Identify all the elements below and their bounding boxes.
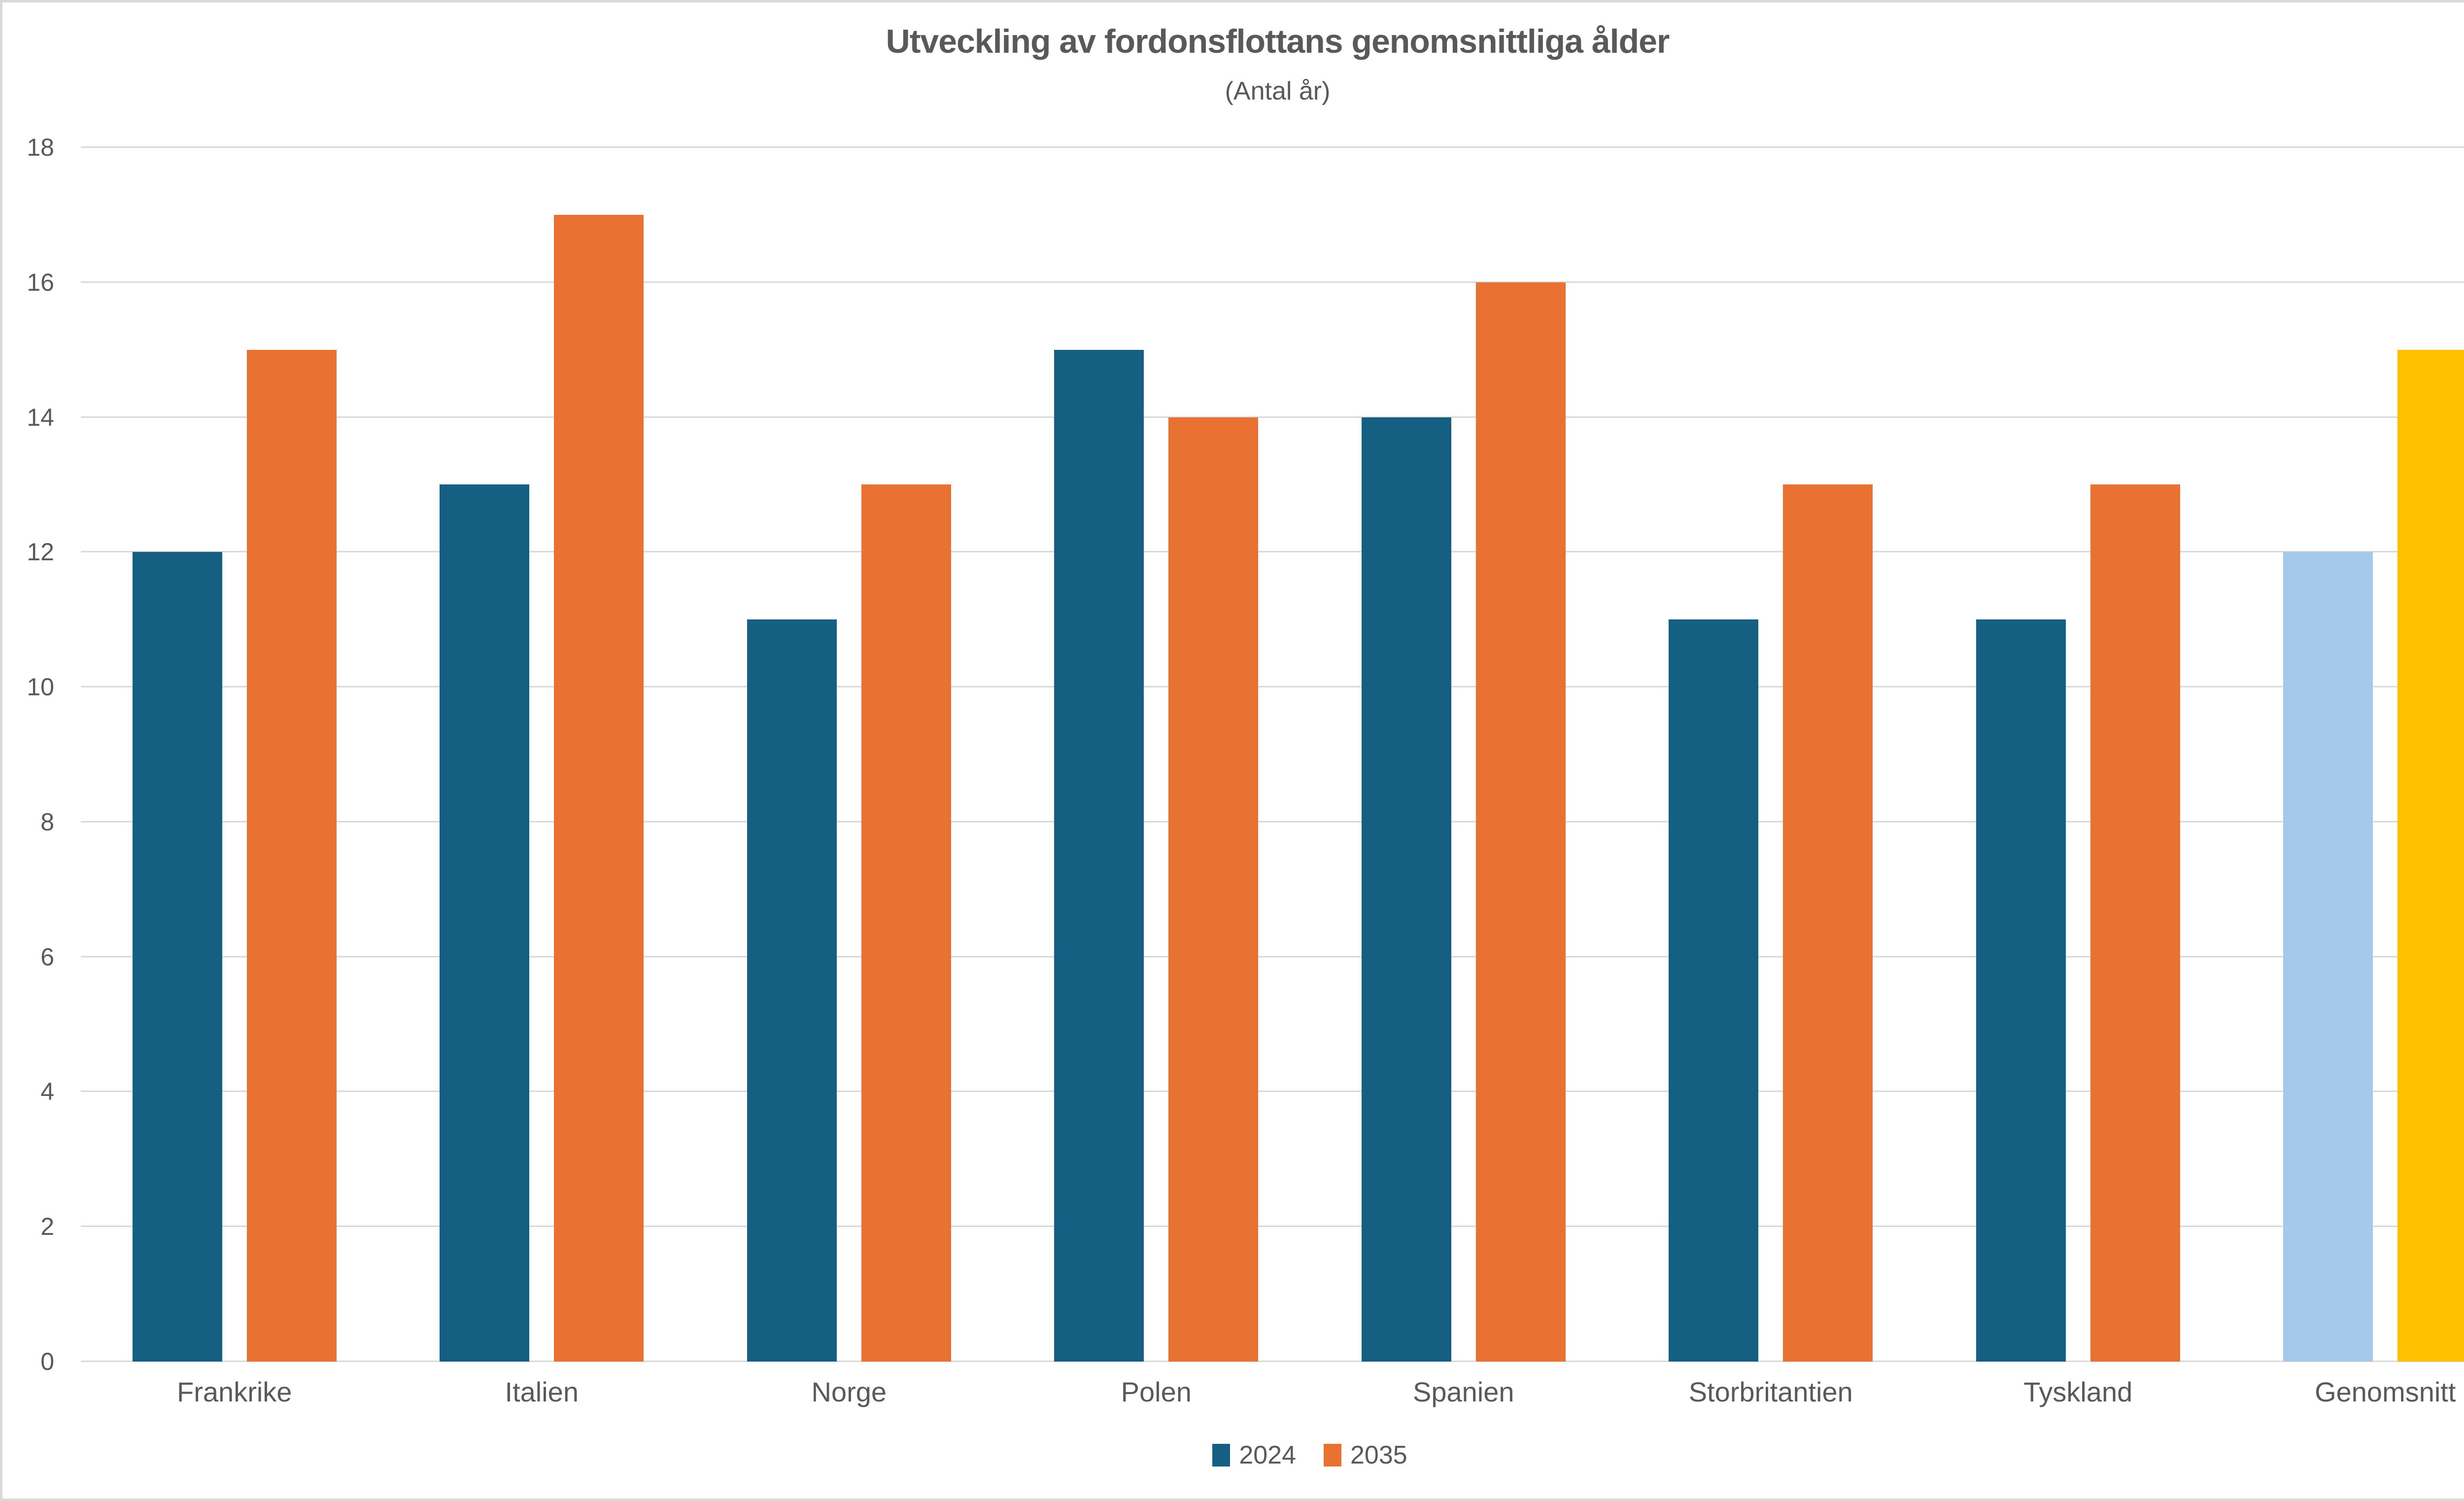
x-axis-label-italien: Italien bbox=[505, 1376, 579, 1407]
y-tick-label-10: 10 bbox=[27, 673, 54, 701]
legend-swatch-2035 bbox=[1324, 1444, 1341, 1467]
bar-2024-frankrike bbox=[132, 552, 222, 1362]
bar-2035-polen bbox=[1168, 417, 1259, 1362]
gridline-4 bbox=[81, 1091, 2464, 1092]
x-axis-label-storbritantien: Storbritantien bbox=[1688, 1376, 1853, 1407]
bar-group-polen bbox=[1003, 147, 1310, 1362]
bar-2035-italien bbox=[554, 214, 644, 1362]
gridline-8 bbox=[81, 820, 2464, 822]
bar-2024-genomsnitt bbox=[2283, 552, 2373, 1362]
bar-group-italien bbox=[388, 147, 696, 1362]
bar-2035-frankrike bbox=[246, 349, 337, 1362]
x-axis-label-spanien: Spanien bbox=[1412, 1376, 1514, 1407]
bar-group-genomsnitt bbox=[2232, 147, 2464, 1362]
legend-label-2024: 2024 bbox=[1239, 1441, 1296, 1469]
bar-2024-italien bbox=[440, 484, 530, 1362]
legend-swatch-2024 bbox=[1212, 1444, 1231, 1467]
legend-item-2024: 2024 bbox=[1212, 1442, 1296, 1468]
gridline-14 bbox=[81, 416, 2464, 418]
y-axis: 0 2 4 6 8 10 12 14 16 18 bbox=[2, 135, 54, 1374]
y-tick-label-14: 14 bbox=[27, 403, 54, 431]
y-tick-label-12: 12 bbox=[27, 538, 54, 566]
gridline-10 bbox=[81, 686, 2464, 688]
x-axis-label-tyskland: Tyskland bbox=[2023, 1376, 2133, 1407]
gridline-2 bbox=[81, 1226, 2464, 1228]
legend: 2024 2035 bbox=[81, 1442, 2464, 1468]
gridline-16 bbox=[81, 281, 2464, 283]
x-axis: Frankrike Italien Norge Polen Spanien Storbri… bbox=[81, 1375, 2464, 1408]
chart-subtitle: (Antal år) bbox=[1225, 77, 1331, 105]
bar-2024-spanien bbox=[1361, 417, 1451, 1362]
chart-title: Utveckling av fordonsflottans genomsnitt… bbox=[886, 23, 1670, 60]
bar-2024-tyskland bbox=[1976, 619, 2066, 1362]
bar-groups bbox=[81, 147, 2464, 1362]
x-axis-label-genomsnitt: Genomsnitt bbox=[2315, 1376, 2456, 1407]
bar-2024-norge bbox=[747, 619, 837, 1362]
legend-label-2035: 2035 bbox=[1350, 1441, 1407, 1469]
bar-group-storbritantien bbox=[1617, 147, 1925, 1362]
bar-2035-spanien bbox=[1475, 282, 1566, 1362]
y-tick-label-6: 6 bbox=[40, 943, 54, 971]
gridline-18 bbox=[81, 146, 2464, 148]
plot-area bbox=[81, 146, 2464, 1362]
bar-group-norge bbox=[695, 147, 1003, 1362]
gridline-0 bbox=[81, 1361, 2464, 1362]
x-axis-label-polen: Polen bbox=[1121, 1376, 1192, 1407]
y-tick-label-18: 18 bbox=[27, 134, 54, 161]
bar-group-spanien bbox=[1310, 147, 1617, 1362]
y-tick-label-8: 8 bbox=[40, 808, 54, 836]
x-axis-label-frankrike: Frankrike bbox=[177, 1376, 292, 1407]
bar-group-frankrike bbox=[81, 147, 388, 1362]
gridline-6 bbox=[81, 955, 2464, 957]
y-tick-label-16: 16 bbox=[27, 268, 54, 296]
bar-2035-norge bbox=[861, 484, 951, 1362]
bar-2035-genomsnitt bbox=[2397, 349, 2464, 1362]
gridline-12 bbox=[81, 551, 2464, 553]
bar-2024-storbritantien bbox=[1669, 619, 1759, 1362]
bar-2024-polen bbox=[1054, 349, 1144, 1362]
bar-2035-storbritantien bbox=[1783, 484, 1873, 1362]
y-tick-label-0: 0 bbox=[40, 1348, 54, 1375]
x-axis-label-norge: Norge bbox=[811, 1376, 887, 1407]
y-tick-label-2: 2 bbox=[40, 1213, 54, 1241]
bar-2035-tyskland bbox=[2090, 484, 2180, 1362]
bar-group-tyskland bbox=[1924, 147, 2232, 1362]
legend-item-2035: 2035 bbox=[1324, 1442, 1407, 1468]
y-tick-label-4: 4 bbox=[40, 1078, 54, 1106]
